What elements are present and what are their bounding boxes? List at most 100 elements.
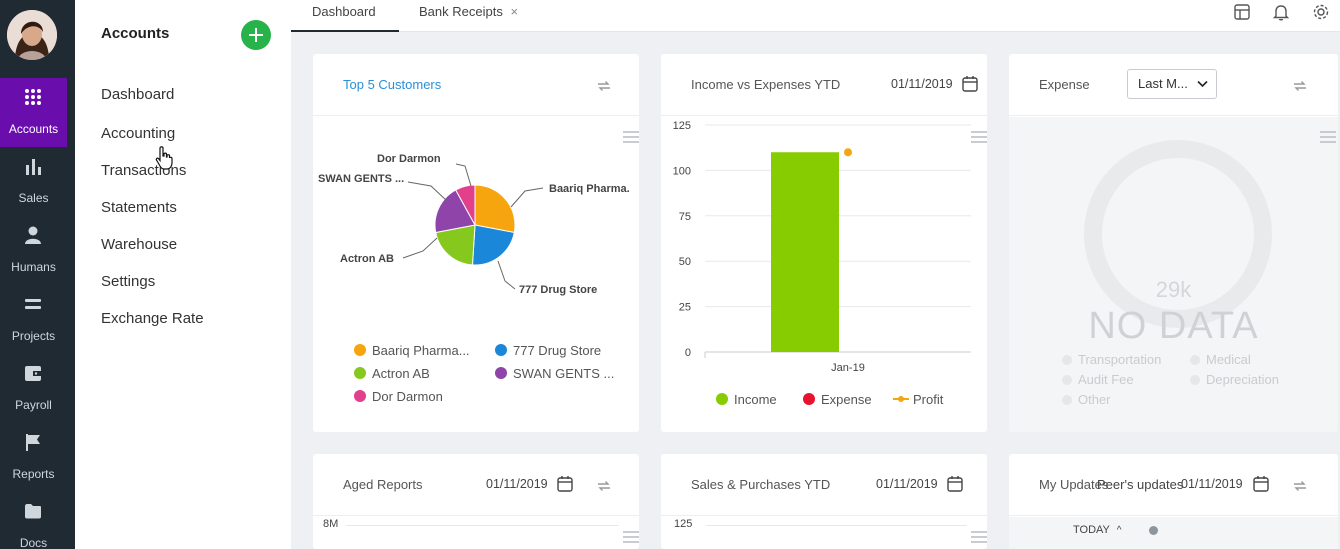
widget-title[interactable]: Top 5 Customers [343,77,442,92]
rail-item-accounts[interactable]: Accounts [0,78,67,147]
y-tick-label: 75 [679,211,691,223]
pie-slice[interactable] [471,224,515,266]
legend-label: Actron AB [372,366,430,381]
period-select[interactable]: Last M... [1127,69,1217,99]
menu-item-exchange-rate[interactable]: Exchange Rate [101,310,204,327]
tab-dashboard[interactable]: Dashboard [291,0,399,32]
legend-swatch [354,344,366,356]
flag-icon [26,434,40,451]
rail-item-docs[interactable]: Docs [0,492,67,549]
legend-item-income[interactable]: Income [716,392,777,407]
legend-swatch [495,367,507,379]
bar-income[interactable] [771,152,839,352]
legend-item[interactable]: Dor Darmon [354,389,443,404]
pie-connector [402,237,438,259]
y-tick-label: 100 [673,165,691,177]
date-value: 01/11/2019 [876,477,938,491]
legend-item[interactable]: Depreciation [1190,372,1279,387]
legend-label: Baariq Pharma... [372,343,470,358]
widget-header: Top 5 Customers [313,54,639,116]
calendar-icon[interactable] [556,475,574,493]
calendar-icon[interactable] [1252,475,1270,493]
legend-swatch [1190,355,1200,365]
folder-icon [25,504,41,519]
refresh-icon[interactable] [1292,78,1308,94]
calendar-icon[interactable] [961,75,979,93]
menu-item-statements[interactable]: Statements [101,199,177,216]
menu-icon[interactable] [1320,131,1336,143]
legend-item[interactable]: Audit Fee [1062,372,1134,387]
plus-icon [249,28,263,42]
refresh-icon[interactable] [596,78,612,94]
top-customers-widget: Top 5 Customers Dor Darmon SWAN GENTS ...… [313,54,639,432]
rail-item-label: Payroll [15,398,52,412]
menu-item-transactions[interactable]: Transactions [101,162,187,179]
menu-item-warehouse[interactable]: Warehouse [101,236,178,253]
legend-item[interactable]: Medical [1190,352,1251,367]
menu-icon[interactable] [971,531,987,543]
legend-item[interactable]: 777 Drug Store [495,343,601,358]
widget-title: Income vs Expenses YTD [691,77,841,92]
pie-slice[interactable] [455,184,476,226]
tab-peers-updates[interactable]: Peer's updates [1097,477,1184,492]
menu-item-dashboard[interactable]: Dashboard [101,86,175,103]
grid-icon [25,89,41,105]
legend-swatch [1062,375,1072,385]
pie-chart: Dor Darmon SWAN GENTS ... Baariq Pharma. Ac… [318,153,630,296]
gridline [346,525,619,526]
rail-item-humans[interactable]: Humans [0,216,67,285]
legend-item[interactable]: SWAN GENTS ... [495,366,614,381]
bell-icon[interactable] [1272,3,1290,21]
refresh-icon[interactable] [1292,478,1308,494]
tab-my-updates[interactable]: My Updates [1039,477,1109,492]
rail-item-sales[interactable]: Sales [0,147,67,216]
axis-tick-label: 8M [323,518,339,530]
timeline-area: TODAY ^ [1009,517,1338,549]
legend-item-expense[interactable]: Expense [803,392,872,407]
no-data-text: NO DATA [1088,305,1259,347]
legend-item[interactable]: Other [1062,392,1111,407]
line-marker-swatch [893,396,909,402]
legend-item[interactable]: Transportation [1062,352,1161,367]
timeline-dot [1149,526,1158,535]
legend-item[interactable]: Baariq Pharma... [354,343,470,358]
menu-item-accounting[interactable]: Accounting [101,125,176,142]
updates-widget: My Updates Peer's updates 01/11/2019 TOD… [1009,454,1338,549]
pie-slice[interactable] [434,189,476,234]
rail-item-projects[interactable]: Projects [0,285,67,354]
menu-icon[interactable] [971,131,987,143]
y-tick-label: 50 [679,256,691,268]
legend-item-profit[interactable]: Profit [893,392,943,407]
today-label: TODAY [1073,524,1110,536]
rail-item-reports[interactable]: Reports [0,423,67,492]
rail-item-payroll[interactable]: Payroll [0,354,67,423]
add-button[interactable] [241,20,271,50]
rail-item-label: Humans [11,260,56,274]
legend-swatch [1062,395,1072,405]
y-tick-label: 125 [673,120,691,132]
legend-label: Profit [913,392,944,407]
legend-label: Transportation [1078,352,1162,367]
menu-icon[interactable] [623,531,639,543]
legend-swatch [716,393,728,405]
today-button[interactable]: TODAY ^ [1073,524,1121,536]
menu-icon[interactable] [623,131,639,143]
tab-bank-receipts[interactable]: Bank Receipts × [419,0,539,32]
close-icon[interactable]: × [510,4,519,19]
pie-slice[interactable] [474,184,516,234]
legend-label: Income [734,392,777,407]
layout-icon[interactable] [1233,3,1251,21]
pie-connector [497,260,516,290]
legend-item[interactable]: Actron AB [354,366,430,381]
avatar[interactable] [7,10,57,60]
profit-point[interactable] [844,148,852,157]
refresh-icon[interactable] [596,478,612,494]
calendar-icon[interactable] [946,475,964,493]
pie-slice[interactable] [435,224,476,266]
gear-icon[interactable] [1312,3,1330,21]
axis-tick-label: 125 [674,518,693,530]
pie-connector [407,181,448,202]
pie-data-label: SWAN GENTS ... [318,173,404,185]
widget-header: Sales & Purchases YTD 01/11/2019 [661,454,987,516]
menu-item-settings[interactable]: Settings [101,273,156,290]
